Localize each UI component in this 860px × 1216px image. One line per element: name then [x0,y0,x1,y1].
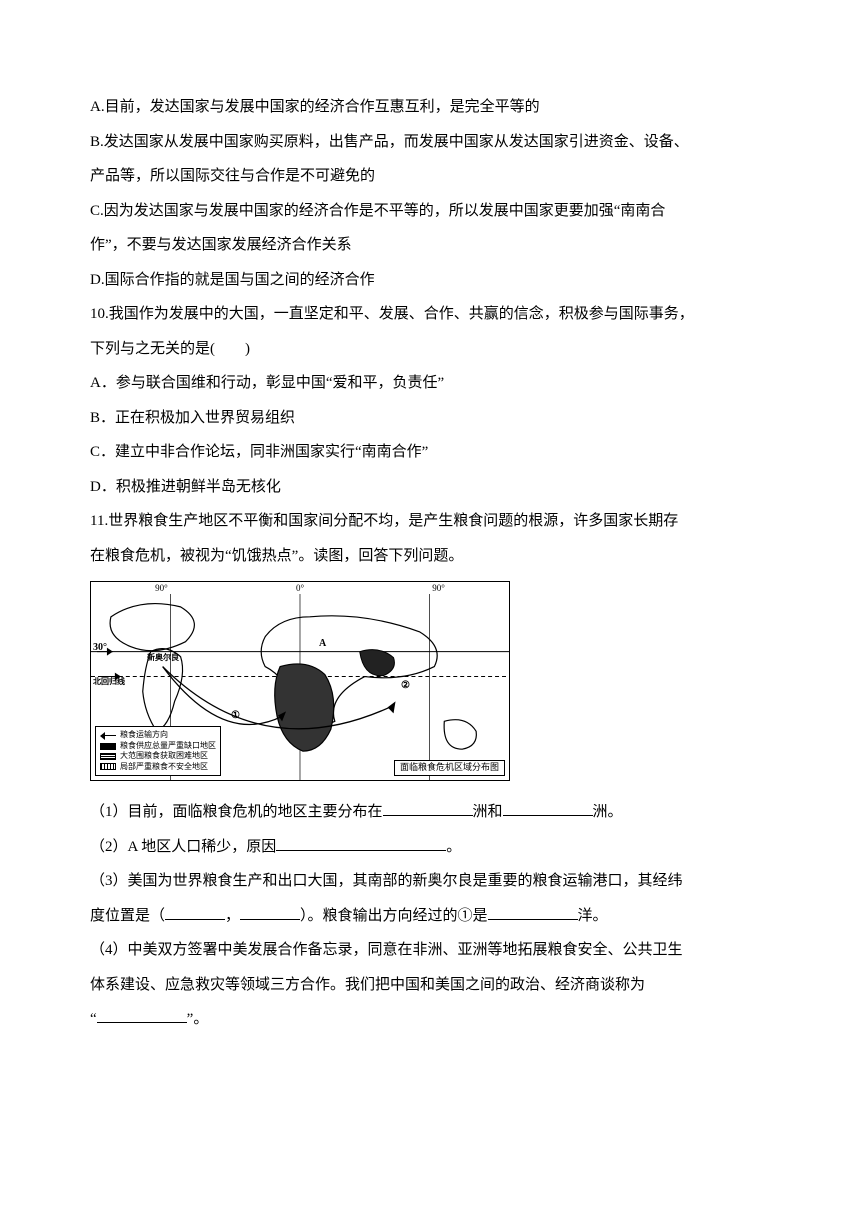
map-title: 面临粮食危机区域分布图 [394,760,505,776]
marker-circ1: ① [231,710,240,721]
sub2-text-a: （2）A 地区人口稀少，原因 [90,839,276,855]
swatch-hatch-icon [100,753,116,760]
q11-sub3-line2: 度位置是（ ， ）。粮食输出方向经过的①是 洋。 [90,899,770,934]
q10-option-d: D．积极推进朝鲜半岛无核化 [90,470,770,505]
sub3-text-e: 洋。 [578,908,608,924]
marker-circ2: ② [401,680,410,691]
legend-arrow: 粮食运输方向 [100,730,216,740]
legend-hatch: 大范围粮食获取困难地区 [100,751,216,761]
q10-option-a: A．参与联合国维和行动，彰显中国“爱和平，负责任” [90,366,770,401]
q11-sub4-line1: （4）中美双方签署中美发展合作备忘录，同意在非洲、亚洲等地拓展粮食安全、公共卫生 [90,933,770,968]
sub3-text-d: ）。粮食输出方向经过的①是 [300,908,488,924]
q9-option-d: D.国际合作指的就是国与国之间的经济合作 [90,263,770,298]
sub4-quote-close: ”。 [187,1011,209,1027]
lat-30n-label: 30° [93,642,107,653]
blank-continent1 [383,800,473,817]
q10-stem-line2: 下列与之无关的是( ) [90,332,770,367]
blank-dialogue [97,1007,187,1024]
q11-sub3-line1: （3）美国为世界粮食生产和出口大国，其南部的新奥尔良是重要的粮食运输港口，其经纬 [90,864,770,899]
longitude-labels: 90° 0° 90° [91,584,509,594]
blank-continent2 [503,800,593,817]
q10-stem-line1: 10.我国作为发展中的大国，一直坚定和平、发展、合作、共赢的信念，积极参与国际事… [90,297,770,332]
q10-option-b: B．正在积极加入世界贸易组织 [90,401,770,436]
q9-option-b-line2: 产品等，所以国际交往与合作是不可避免的 [90,159,770,194]
blank-reason [276,834,446,851]
blank-ocean [488,903,578,920]
legend-solid-text: 粮食供应总量严重缺口地区 [120,741,216,751]
legend-striped-text: 局部严重粮食不安全地区 [120,762,208,772]
sub4-quote-open: “ [90,1011,97,1027]
tropic-label: 北回归线 [93,678,125,687]
blank-lat [240,903,300,920]
sub2-text-b: 。 [446,839,461,855]
swatch-solid-icon [100,743,116,750]
world-map-figure: 90° 0° 90° 30° 北回归线 新奥尔良 A ① ② 粮食运输方向 粮食… [90,581,510,781]
sub1-text-b: 洲和 [473,804,503,820]
q10-option-c: C．建立中非合作论坛，同非洲国家实行“南南合作” [90,435,770,470]
legend-solid: 粮食供应总量严重缺口地区 [100,741,216,751]
legend-hatch-text: 大范围粮食获取困难地区 [120,751,208,761]
q9-option-a: A.目前，发达国家与发展中国家的经济合作互惠互利，是完全平等的 [90,90,770,125]
q11-sub1: （1）目前，面临粮食危机的地区主要分布在 洲和 洲。 [90,795,770,830]
sub3-text-b: 度位置是（ [90,908,165,924]
lon-90e: 90° [432,584,445,594]
blank-lon [165,903,225,920]
map-legend: 粮食运输方向 粮食供应总量严重缺口地区 大范围粮食获取困难地区 局部严重粮食不安… [95,726,221,776]
sub1-text-a: （1）目前，面临粮食危机的地区主要分布在 [90,804,383,820]
swatch-striped-icon [100,763,116,770]
lon-0: 0° [296,584,304,594]
q11-stem-line1: 11.世界粮食生产地区不平衡和国家间分配不均，是产生粮食问题的根源，许多国家长期… [90,504,770,539]
lon-90w: 90° [155,584,168,594]
sub3-text-c: ， [225,908,240,924]
arrow-icon [100,732,116,739]
q9-option-c-line2: 作”，不要与发达国家发展经济合作关系 [90,228,770,263]
q11-stem-line2: 在粮食危机，被视为“饥饿热点”。读图，回答下列问题。 [90,539,770,574]
legend-striped: 局部严重粮食不安全地区 [100,762,216,772]
q11-sub2: （2）A 地区人口稀少，原因 。 [90,830,770,865]
q11-sub4-line2: 体系建设、应急救灾等领域三方合作。我们把中国和美国之间的政治、经济商谈称为 [90,968,770,1003]
marker-a: A [319,638,326,649]
legend-arrow-text: 粮食运输方向 [120,730,168,740]
sub1-text-c: 洲。 [593,804,623,820]
q9-option-c-line1: C.因为发达国家与发展中国家的经济合作是不平等的，所以发展中国家更要加强“南南合 [90,194,770,229]
q9-option-b-line1: B.发达国家从发展中国家购买原料，出售产品，而发展中国家从发达国家引进资金、设备… [90,125,770,160]
new-orleans-label: 新奥尔良 [147,654,179,663]
q11-sub4-line3: “ ”。 [90,1002,770,1037]
